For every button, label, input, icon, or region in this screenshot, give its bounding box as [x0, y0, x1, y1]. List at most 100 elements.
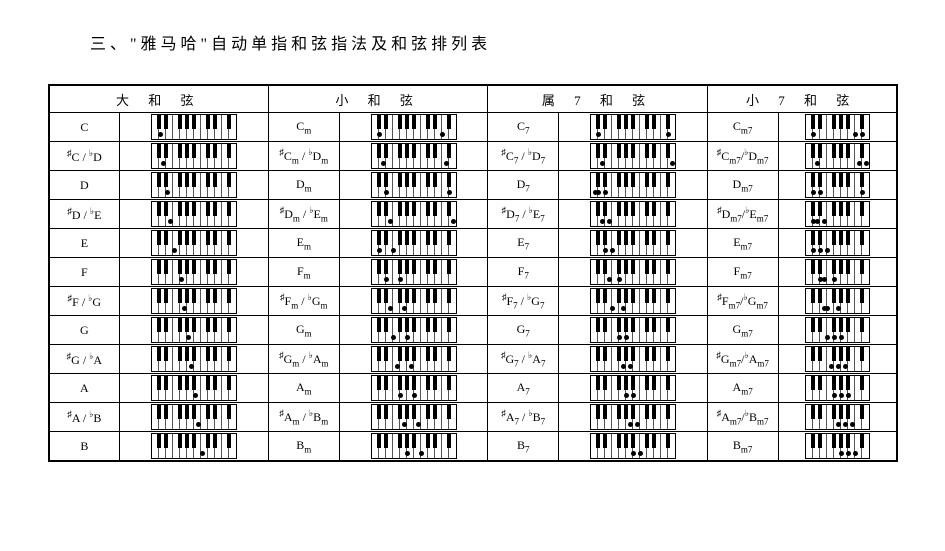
chord-label-min7: ♯Cm7/♭Dm7: [707, 142, 778, 171]
table-row: C Cm C7 Cm7: [49, 113, 897, 142]
header-minor: 小 和 弦: [268, 85, 487, 113]
chord-label-min7: ♯Am7/♭Bm7: [707, 403, 778, 432]
chord-label-min7: Am7: [707, 374, 778, 403]
chord-label-minor: ♯Gm / ♭Am: [268, 345, 339, 374]
keyboard-minor: [339, 258, 488, 287]
keyboard-major: [120, 403, 269, 432]
chord-label-dom7: ♯F7 / ♭G7: [488, 287, 559, 316]
keyboard-major: [120, 200, 269, 229]
keyboard-major: [120, 374, 269, 403]
chord-label-major: G: [49, 316, 120, 345]
chord-label-dom7: G7: [488, 316, 559, 345]
chord-label-minor: Dm: [268, 171, 339, 200]
chord-label-min7: Fm7: [707, 258, 778, 287]
keyboard-major: [120, 229, 269, 258]
chord-label-minor: Am: [268, 374, 339, 403]
chord-label-major: C: [49, 113, 120, 142]
keyboard-minor: [339, 345, 488, 374]
chord-label-minor: ♯Am / ♭Bm: [268, 403, 339, 432]
chord-label-minor: ♯Dm / ♭Em: [268, 200, 339, 229]
chord-label-dom7: B7: [488, 432, 559, 462]
table-row: ♯G / ♭A ♯Gm / ♭Am ♯G7 / ♭A7 ♯Gm7/♭Am7: [49, 345, 897, 374]
table-row: ♯D / ♭E ♯Dm / ♭Em ♯D7 / ♭E7 ♯Dm7/♭Em7: [49, 200, 897, 229]
keyboard-min7: [778, 316, 896, 345]
keyboard-min7: [778, 287, 896, 316]
keyboard-major: [120, 287, 269, 316]
keyboard-major: [120, 113, 269, 142]
chord-label-major: ♯D / ♭E: [49, 200, 120, 229]
chord-label-dom7: F7: [488, 258, 559, 287]
chord-label-major: B: [49, 432, 120, 462]
keyboard-min7: [778, 200, 896, 229]
chord-label-minor: ♯Cm / ♭Dm: [268, 142, 339, 171]
keyboard-minor: [339, 142, 488, 171]
keyboard-min7: [778, 171, 896, 200]
keyboard-dom7: [559, 229, 708, 258]
keyboard-min7: [778, 229, 896, 258]
keyboard-major: [120, 171, 269, 200]
chord-label-minor: Gm: [268, 316, 339, 345]
keyboard-minor: [339, 432, 488, 462]
table-row: EEmE7Em7: [49, 229, 897, 258]
keyboard-dom7: [559, 171, 708, 200]
keyboard-dom7: [559, 113, 708, 142]
keyboard-minor: [339, 200, 488, 229]
keyboard-major: [120, 432, 269, 462]
chord-label-min7: ♯Gm7/♭Am7: [707, 345, 778, 374]
table-row: G Gm G7 Gm7: [49, 316, 897, 345]
keyboard-min7: [778, 258, 896, 287]
chord-label-major: D: [49, 171, 120, 200]
chord-label-major: ♯F / ♭G: [49, 287, 120, 316]
chord-label-major: ♯A / ♭B: [49, 403, 120, 432]
chord-label-major: ♯G / ♭A: [49, 345, 120, 374]
table-row: FFmF7Fm7: [49, 258, 897, 287]
keyboard-dom7: [559, 258, 708, 287]
keyboard-dom7: [559, 345, 708, 374]
header-major: 大 和 弦: [49, 85, 269, 113]
chord-label-major: F: [49, 258, 120, 287]
keyboard-dom7: [559, 403, 708, 432]
keyboard-minor: [339, 316, 488, 345]
keyboard-minor: [339, 403, 488, 432]
keyboard-major: [120, 142, 269, 171]
chord-label-minor: Em: [268, 229, 339, 258]
keyboard-minor: [339, 374, 488, 403]
keyboard-dom7: [559, 374, 708, 403]
keyboard-min7: [778, 345, 896, 374]
chord-label-dom7: D7: [488, 171, 559, 200]
table-row: AAmA7Am7: [49, 374, 897, 403]
keyboard-dom7: [559, 316, 708, 345]
chord-label-dom7: ♯C7 / ♭D7: [488, 142, 559, 171]
keyboard-min7: [778, 403, 896, 432]
chord-label-dom7: C7: [488, 113, 559, 142]
chord-label-minor: Cm: [268, 113, 339, 142]
keyboard-dom7: [559, 200, 708, 229]
table-row: ♯F / ♭G ♯Fm / ♭Gm ♯F7 / ♭G7 ♯Fm7/♭Gm7: [49, 287, 897, 316]
keyboard-minor: [339, 287, 488, 316]
keyboard-min7: [778, 142, 896, 171]
table-row: DDmD7Dm7: [49, 171, 897, 200]
chord-label-min7: Cm7: [707, 113, 778, 142]
chord-label-min7: Em7: [707, 229, 778, 258]
keyboard-dom7: [559, 287, 708, 316]
header-row: 大 和 弦 小 和 弦 属 7 和 弦 小 7 和 弦: [49, 85, 897, 113]
chord-label-dom7: ♯G7 / ♭A7: [488, 345, 559, 374]
keyboard-min7: [778, 374, 896, 403]
chord-label-major: ♯C / ♭D: [49, 142, 120, 171]
chord-label-dom7: ♯D7 / ♭E7: [488, 200, 559, 229]
chord-label-minor: ♯Fm / ♭Gm: [268, 287, 339, 316]
chord-label-min7: ♯Fm7/♭Gm7: [707, 287, 778, 316]
keyboard-minor: [339, 171, 488, 200]
keyboard-major: [120, 316, 269, 345]
keyboard-minor: [339, 113, 488, 142]
header-min7: 小 7 和 弦: [707, 85, 896, 113]
chord-label-minor: Bm: [268, 432, 339, 462]
chord-label-dom7: E7: [488, 229, 559, 258]
page-title: 三、"雅马哈"自动单指和弦指法及和弦排列表: [90, 30, 905, 54]
keyboard-dom7: [559, 142, 708, 171]
chord-label-min7: ♯Dm7/♭Em7: [707, 200, 778, 229]
keyboard-dom7: [559, 432, 708, 462]
chord-label-dom7: A7: [488, 374, 559, 403]
keyboard-min7: [778, 113, 896, 142]
chord-label-min7: Gm7: [707, 316, 778, 345]
